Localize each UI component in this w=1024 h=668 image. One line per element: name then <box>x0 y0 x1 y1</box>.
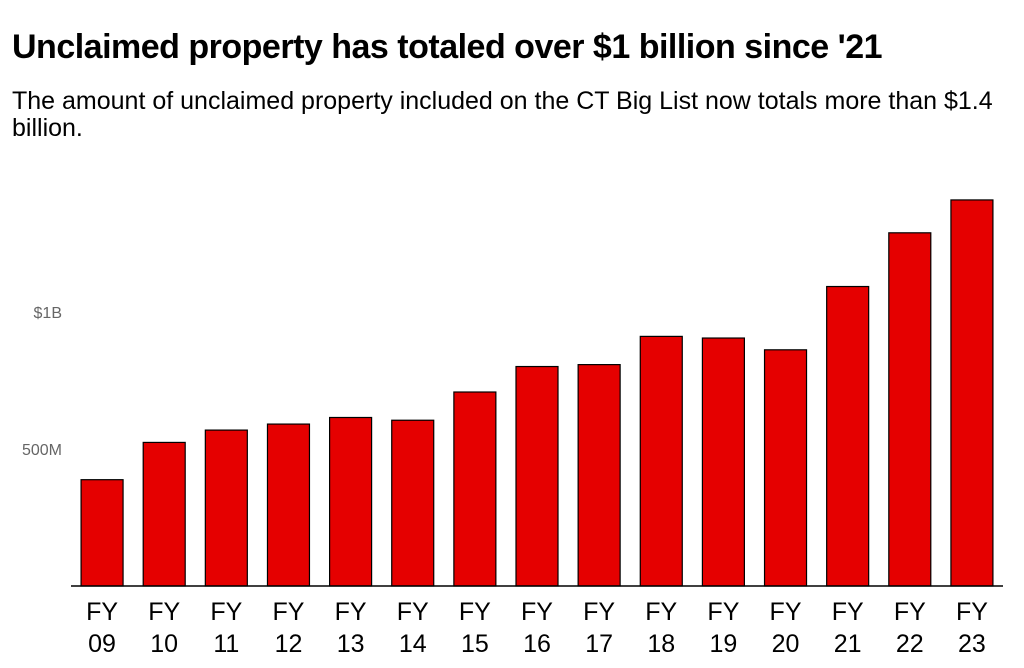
bar <box>142 441 186 587</box>
x-tick-label: 10 <box>150 630 178 658</box>
x-tick-label: 17 <box>585 630 613 658</box>
x-tick-label: FY <box>956 598 988 626</box>
y-tick-label: 500M <box>22 442 62 459</box>
bar <box>204 429 248 587</box>
bar <box>577 364 621 587</box>
x-tick-label: FY <box>397 598 429 626</box>
x-tick-label: FY <box>583 598 615 626</box>
x-tick-label: FY <box>86 598 118 626</box>
x-tick-label: 21 <box>834 630 862 658</box>
x-tick-label: 23 <box>958 630 986 658</box>
bar <box>763 349 808 587</box>
x-tick-label: 13 <box>337 630 365 658</box>
bar <box>639 335 683 587</box>
x-tick-label: FY <box>272 598 304 626</box>
bar <box>391 419 435 587</box>
x-tick-label: 20 <box>772 630 800 658</box>
bar <box>515 365 559 587</box>
chart-title: Unclaimed property has totaled over $1 b… <box>12 28 883 66</box>
x-tick-label: FY <box>832 598 864 626</box>
x-tick-label: 11 <box>213 630 239 658</box>
bar <box>950 199 994 587</box>
x-tick-label: 09 <box>88 630 116 658</box>
x-tick-label: FY <box>521 598 553 626</box>
x-tick-label: 18 <box>647 630 675 658</box>
bar <box>80 479 124 587</box>
x-tick-label: 14 <box>399 630 427 658</box>
x-tick-label: FY <box>210 598 242 626</box>
bar <box>266 423 311 587</box>
bar <box>453 391 497 587</box>
x-tick-label: FY <box>335 598 367 626</box>
x-tick-label: FY <box>459 598 491 626</box>
chart-subtitle: The amount of unclaimed property include… <box>12 87 993 142</box>
x-tick-label: FY <box>894 598 926 626</box>
x-tick-label: FY <box>707 598 739 626</box>
x-tick-label: FY <box>645 598 677 626</box>
x-tick-label: FY <box>770 598 802 626</box>
y-tick-label: $1B <box>34 305 62 322</box>
x-tick-label: 22 <box>896 630 924 658</box>
x-tick-label: 12 <box>275 630 303 658</box>
x-tick-label: 19 <box>709 630 737 658</box>
x-tick-label: 16 <box>523 630 551 658</box>
x-tick-label: FY <box>148 598 180 626</box>
bar <box>701 337 746 587</box>
bar <box>888 232 932 587</box>
bar <box>329 416 373 587</box>
x-tick-label: 15 <box>461 630 489 658</box>
bar <box>826 285 870 587</box>
